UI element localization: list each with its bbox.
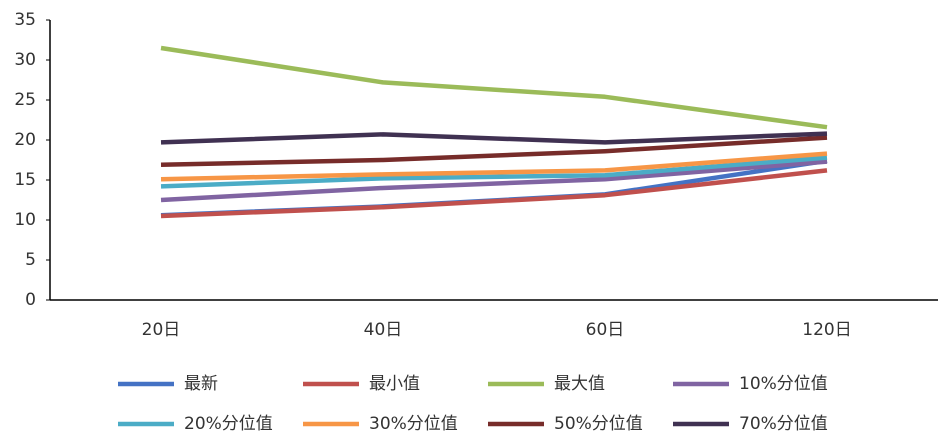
legend-label: 30%分位值 bbox=[369, 414, 458, 434]
legend-label: 50%分位值 bbox=[554, 414, 643, 434]
y-tick-label: 25 bbox=[14, 90, 36, 110]
y-tick-label: 15 bbox=[14, 170, 36, 190]
y-tick-label: 35 bbox=[14, 10, 36, 30]
line-series bbox=[160, 155, 828, 189]
y-tick-label: 10 bbox=[14, 210, 36, 230]
y-tick-label: 20 bbox=[14, 130, 36, 150]
line-series bbox=[160, 131, 828, 145]
legend-label: 最大值 bbox=[554, 374, 605, 394]
legend-label: 10%分位值 bbox=[739, 374, 828, 394]
x-tick-label: 20日 bbox=[142, 320, 181, 340]
y-tick-label: 30 bbox=[14, 50, 36, 70]
x-tick-label: 60日 bbox=[586, 320, 625, 340]
legend-label: 最小值 bbox=[369, 374, 420, 394]
line-series bbox=[160, 45, 828, 130]
x-tick-label: 120日 bbox=[802, 320, 851, 340]
x-tick-label: 40日 bbox=[364, 320, 403, 340]
y-tick-label: 0 bbox=[25, 290, 36, 310]
y-tick-label: 5 bbox=[25, 250, 36, 270]
line-series bbox=[160, 168, 828, 219]
legend-label: 70%分位值 bbox=[739, 414, 828, 434]
line-series bbox=[160, 135, 828, 168]
line-series bbox=[160, 159, 828, 203]
legend-label: 最新 bbox=[184, 374, 218, 394]
line-series bbox=[160, 151, 828, 182]
legend-label: 20%分位值 bbox=[184, 414, 273, 434]
